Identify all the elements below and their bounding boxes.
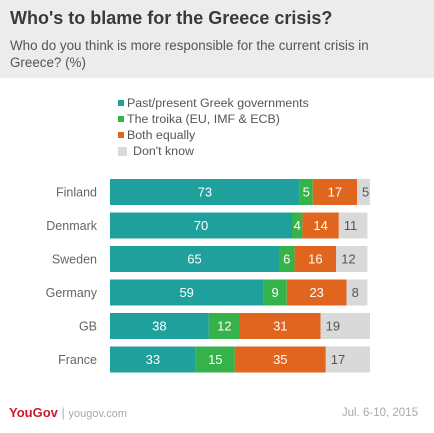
footer-separator: | (57, 405, 69, 420)
data-label: 73 (198, 185, 212, 200)
data-label: 14 (313, 218, 327, 233)
data-label: 11 (344, 218, 358, 233)
footer-site: yougov.com (68, 408, 127, 420)
legend-label: The troika (EU, IMF & ECB) (127, 112, 280, 126)
data-label: 65 (187, 252, 201, 267)
category-label: Finland (56, 186, 97, 200)
category-label: Denmark (46, 219, 97, 233)
legend-label: Don't know (133, 144, 194, 158)
footer-brand: YouGov | yougov.com (9, 405, 127, 420)
bar-segment (338, 212, 368, 239)
legend-label: Past/present Greek governments (127, 96, 309, 110)
data-label: 38 (152, 319, 166, 334)
data-label: 70 (194, 218, 208, 233)
bar-segment (299, 179, 313, 205)
bar-segment (110, 313, 209, 339)
data-label: 16 (308, 252, 322, 267)
data-label: 12 (341, 252, 355, 267)
header-panel (0, 0, 434, 78)
category-label: France (58, 353, 97, 367)
data-label: 31 (273, 319, 287, 334)
legend: Past/present Greek governments The troik… (118, 95, 309, 159)
legend-swatch (118, 116, 124, 122)
bar-segment (346, 279, 368, 306)
data-label: 8 (352, 285, 359, 300)
data-label: 23 (309, 285, 323, 300)
legend-label: Both equally (127, 128, 196, 142)
yougov-logo: YouGov (9, 405, 58, 420)
category-label: Germany (46, 286, 98, 300)
bar-segment (312, 179, 357, 205)
bar-segment (357, 179, 370, 205)
category-label: GB (79, 320, 97, 334)
bar-segment (110, 279, 264, 306)
bar-segment (110, 179, 300, 205)
data-label: 19 (326, 319, 340, 334)
data-label: 5 (362, 185, 369, 200)
data-label: 17 (331, 352, 345, 367)
data-label: 33 (146, 352, 160, 367)
bar-segment (294, 246, 337, 272)
data-label: 6 (283, 252, 290, 267)
bar-segment (240, 313, 321, 339)
legend-item-both-equally: Both equally (118, 127, 309, 143)
data-label: 4 (294, 218, 301, 233)
bar-segment (302, 212, 339, 239)
legend-item-dont-know: Don't know (118, 143, 309, 159)
data-label: 15 (208, 352, 222, 367)
legend-swatch (118, 100, 124, 106)
chart-subtitle: Who do you think is more responsible for… (10, 38, 369, 70)
bar-segment (110, 212, 292, 239)
legend-item-greek-governments: Past/present Greek governments (118, 95, 309, 111)
data-label: 5 (303, 185, 310, 200)
data-label: 17 (328, 185, 342, 200)
bar-segment (263, 279, 287, 306)
chart-title: Who's to blame for the Greece crisis? (10, 8, 333, 28)
bar-segment (325, 346, 370, 373)
category-label: Sweden (52, 253, 97, 267)
bar-segment (292, 212, 303, 239)
bar-segment (195, 346, 235, 373)
data-label: 12 (217, 319, 231, 334)
bar-segment (208, 313, 240, 339)
bar-segment (110, 246, 279, 272)
data-label: 59 (179, 285, 193, 300)
data-label: 35 (273, 352, 287, 367)
bar-segment (320, 313, 370, 339)
bar-segment (336, 246, 368, 272)
bar-segment (286, 279, 347, 306)
footer-date: Jul. 6-10, 2015 (341, 407, 418, 419)
legend-swatch (118, 132, 124, 138)
data-label: 9 (271, 285, 278, 300)
legend-swatch (118, 146, 127, 156)
legend-item-troika: The troika (EU, IMF & ECB) (118, 111, 309, 127)
bar-segment (110, 346, 196, 373)
bar-segment (279, 246, 295, 272)
bar-segment (234, 346, 326, 373)
